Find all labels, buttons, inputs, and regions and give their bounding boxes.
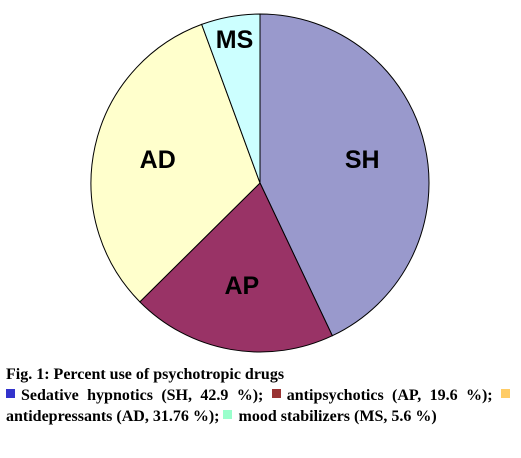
pie-slice-sh <box>259 13 430 337</box>
legend-text-ad: antidepressants (AD, 31.76 %); <box>6 408 220 425</box>
pie-chart: SH AP AD MS <box>90 13 430 353</box>
legend-swatch-ad <box>501 389 510 398</box>
pie-label-ad: AD <box>140 146 176 174</box>
legend-item-ms: mood stabilizers (MS, 5.6 %) <box>223 408 437 425</box>
pie-slices <box>90 13 430 353</box>
pie-slice-ms <box>201 13 261 184</box>
pie-slice-ad <box>90 23 261 303</box>
legend-text-sh: Sedative hypnotics (SH, 42.9 %); <box>21 387 264 404</box>
legend-swatch-ap <box>271 389 281 398</box>
chart-title: Fig. 1: Percent use of psychotropic drug… <box>6 366 285 383</box>
pie-labels: SH AP AD MS <box>140 26 380 300</box>
legend-item-ad: antidepressants (AD, 31.76 %); <box>6 387 516 425</box>
legend-text-ms: mood stabilizers (MS, 5.6 %) <box>238 408 437 425</box>
figure-caption: Fig. 1: Percent use of psychotropic drug… <box>6 364 516 427</box>
pie-label-ms: MS <box>216 26 254 54</box>
pie-label-ap: AP <box>224 272 259 300</box>
legend: Sedative hypnotics (SH, 42.9 %); antipsy… <box>6 385 516 427</box>
legend-swatch-sh <box>6 389 15 398</box>
pie-label-sh: SH <box>345 146 380 174</box>
legend-swatch-ms <box>223 410 233 419</box>
legend-item-ap: antipsychotics (AP, 19.6 %); <box>271 387 493 404</box>
legend-text-ap: antipsychotics (AP, 19.6 %); <box>286 387 493 404</box>
legend-item-sh: Sedative hypnotics (SH, 42.9 %); <box>6 387 263 404</box>
pie-slice-ap <box>139 182 334 353</box>
